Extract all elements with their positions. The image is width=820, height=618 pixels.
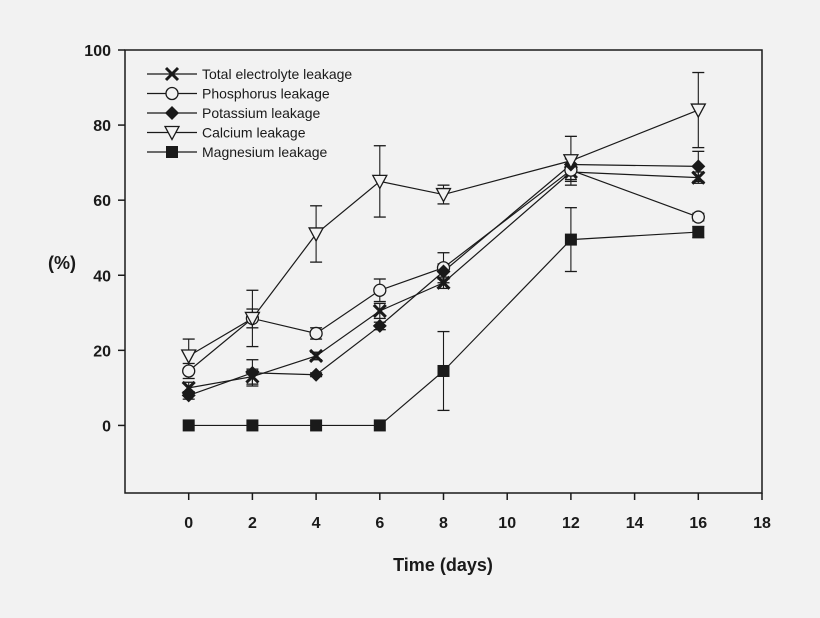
x-tick-label: 12 — [562, 515, 580, 532]
legend-item: Calcium leakage — [147, 125, 306, 141]
x-tick-label: 6 — [375, 515, 384, 532]
error-bars — [182, 71, 705, 412]
data-point — [181, 388, 196, 403]
data-point — [181, 380, 196, 395]
data-point — [371, 174, 388, 190]
data-point — [309, 348, 324, 364]
data-point — [182, 419, 195, 432]
data-point — [372, 303, 387, 318]
x-tick-label: 0 — [184, 515, 193, 532]
data-point — [373, 419, 386, 432]
data-point — [373, 283, 387, 297]
data-point — [372, 318, 387, 333]
legend-label: Total electrolyte leakage — [202, 66, 352, 82]
legend-marker — [166, 146, 178, 158]
legend-label: Phosphorus leakage — [202, 86, 330, 102]
y-tick-label: 20 — [93, 343, 111, 360]
data-point — [309, 326, 323, 341]
data-point — [691, 170, 706, 185]
x-tick-label: 14 — [626, 515, 644, 532]
legend-item: Phosphorus leakage — [147, 86, 330, 102]
legend-marker — [163, 125, 181, 141]
y-tick-label: 0 — [102, 418, 111, 435]
data-point — [564, 233, 577, 246]
y-tick-label: 60 — [93, 193, 111, 210]
data-point — [436, 275, 451, 290]
legend-label: Calcium leakage — [202, 125, 306, 141]
legend-marker — [164, 66, 180, 82]
x-tick-label: 8 — [439, 515, 448, 532]
legend-item: Potassium leakage — [147, 105, 321, 121]
legend-item: Magnesium leakage — [147, 144, 328, 160]
data-point — [309, 367, 324, 382]
y-tick-label: 80 — [93, 118, 111, 135]
data-point — [437, 364, 450, 377]
axis-ticks: 0 2 4 6 8 10 12 14 16 18 0 20 40 60 80 100 — [84, 43, 771, 532]
x-tick-label: 18 — [753, 515, 771, 532]
data-point — [435, 187, 452, 203]
legend-item: Total electrolyte leakage — [147, 66, 352, 82]
data-point — [691, 159, 706, 174]
series-markers — [180, 103, 707, 432]
legend: Total electrolyte leakage Phosphorus leak… — [147, 66, 352, 160]
x-tick-label: 2 — [248, 515, 257, 532]
data-point — [436, 264, 451, 279]
y-axis-title: (%) — [48, 253, 76, 273]
data-point — [246, 419, 259, 432]
data-point — [308, 227, 325, 243]
data-point — [310, 419, 323, 432]
x-tick-label: 4 — [312, 515, 321, 532]
legend-marker — [165, 106, 179, 120]
y-tick-label: 100 — [84, 43, 111, 60]
data-point — [182, 364, 196, 378]
data-point — [692, 226, 705, 239]
data-point — [244, 311, 261, 327]
y-tick-label: 40 — [93, 268, 111, 285]
data-point — [690, 103, 707, 119]
data-point — [562, 154, 579, 170]
data-point — [691, 210, 705, 224]
x-tick-label: 10 — [498, 515, 516, 532]
legend-label: Magnesium leakage — [202, 144, 328, 160]
legend-marker — [165, 86, 179, 101]
legend-label: Potassium leakage — [202, 105, 321, 121]
data-point — [245, 365, 260, 380]
data-point — [180, 349, 197, 365]
x-tick-label: 16 — [689, 515, 707, 532]
x-axis-title: Time (days) — [393, 555, 493, 575]
